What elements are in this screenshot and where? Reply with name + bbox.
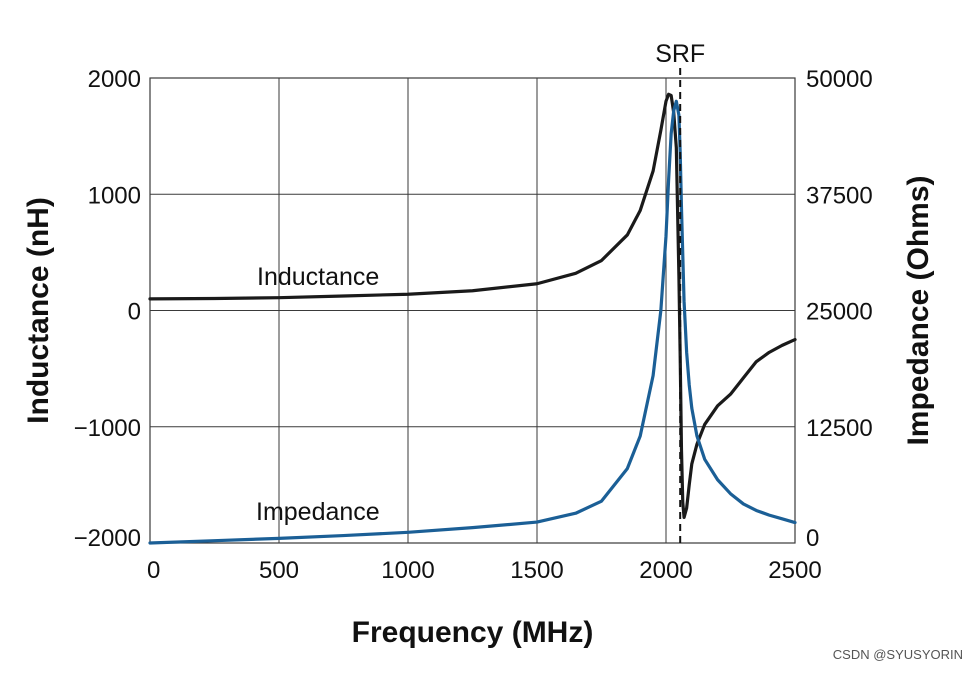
watermark: CSDN @SYUSYORIN — [832, 647, 963, 662]
y-right-tick-label: 0 — [806, 525, 819, 552]
x-tick-label: 1500 — [510, 557, 563, 584]
y-left-tick-label: 1000 — [88, 182, 141, 209]
y-left-tick-label: −1000 — [74, 415, 141, 442]
y-left-tick-labels: 2000 1000 0 −1000 −2000 — [74, 66, 141, 552]
x-tick-label: 2500 — [768, 557, 821, 584]
plot-frame — [149, 77, 796, 544]
grid-layer — [149, 77, 796, 544]
x-tick-label: 1000 — [381, 557, 434, 584]
impedance-annotation: Impedance — [256, 498, 380, 526]
y-right-tick-label: 50000 — [806, 66, 873, 93]
x-tick-label: 500 — [259, 557, 299, 584]
y-right-tick-labels: 50000 37500 25000 12500 0 — [806, 66, 873, 552]
y-left-tick-label: 0 — [128, 299, 141, 326]
series-layer — [148, 92, 797, 545]
y-right-tick-label: 37500 — [806, 182, 873, 209]
series-line-impedance — [148, 99, 797, 545]
x-tick-labels: 0 500 1000 1500 2000 2500 — [147, 557, 822, 584]
y-left-tick-label: −2000 — [74, 525, 141, 552]
srf-label: SRF — [655, 40, 705, 68]
x-tick-label: 2000 — [639, 557, 692, 584]
y-right-tick-label: 25000 — [806, 299, 873, 326]
inductance-annotation: Inductance — [257, 263, 379, 291]
series-line-inductance — [148, 92, 797, 520]
y-right-tick-label: 12500 — [806, 415, 873, 442]
y-right-axis-title: Impedance (Ohms) — [902, 175, 935, 445]
y-left-tick-label: 2000 — [88, 66, 141, 93]
y-left-axis-title: Inductance (nH) — [22, 197, 55, 424]
x-tick-label: 0 — [147, 557, 160, 584]
x-axis-title: Frequency (MHz) — [352, 616, 594, 649]
